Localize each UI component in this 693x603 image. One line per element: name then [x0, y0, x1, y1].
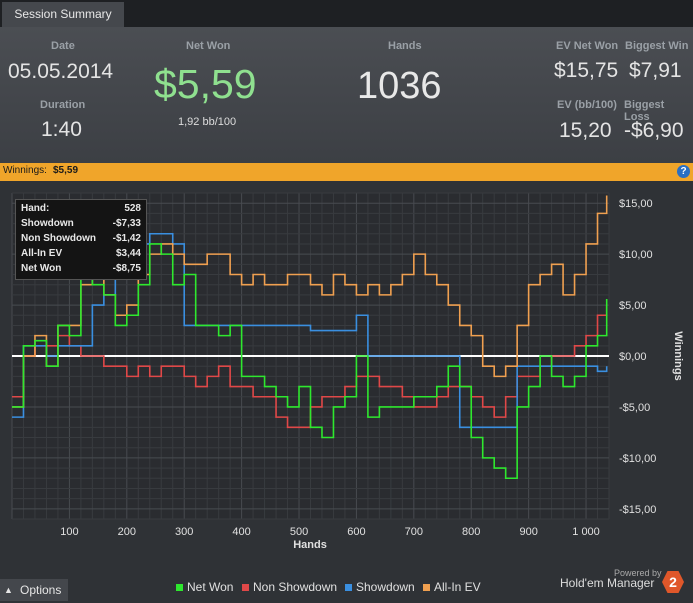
x-tick-label: 400	[232, 526, 250, 538]
tooltip-hand-label: Hand:	[21, 203, 50, 214]
series-lines	[12, 195, 608, 480]
hand-tooltip: Hand: 528 Showdown -$7,33 Non Showdown -…	[15, 199, 147, 280]
options-button[interactable]: ▲ Options	[0, 579, 68, 601]
legend-item-non-showdown: Non Showdown	[253, 580, 338, 594]
footer-bar: ▲ Options Net Won Non Showdown Showdown All…	[0, 568, 693, 603]
holdem-manager-logo-icon: 2	[662, 571, 684, 593]
x-axis-label: Hands	[293, 539, 327, 551]
options-label: Options	[20, 583, 62, 597]
bb100-value: 1,92 bb/100	[178, 116, 237, 128]
tooltip-row-label: Showdown	[21, 218, 74, 229]
date-value: 05.05.2014	[8, 60, 114, 83]
ev-net-won-label: EV Net Won	[556, 40, 619, 52]
ev-bb100-label: EV (bb/100)	[557, 99, 617, 111]
tooltip-hand-value: 528	[124, 203, 141, 214]
tooltip-row-value: $3,44	[115, 248, 141, 259]
x-tick-label: 1 000	[572, 526, 600, 538]
ev-net-won-value: $15,75	[554, 59, 619, 82]
hands-value: 1036	[357, 65, 442, 107]
biggest-loss-label: Biggest Loss	[624, 99, 665, 123]
tooltip-hand-row: Hand: 528	[21, 203, 141, 217]
powered-by-text: Powered by	[614, 568, 662, 578]
tooltip-row: Non Showdown -$1,42	[21, 233, 141, 247]
x-tick-label: 800	[462, 526, 480, 538]
x-tick-label: 300	[175, 526, 193, 538]
hands-label: Hands	[388, 40, 422, 52]
net-won-label: Net Won	[186, 40, 231, 52]
ev-bb100-value: 15,20	[559, 119, 612, 142]
date-label: Date	[51, 40, 75, 52]
series-line-net-won	[12, 243, 608, 480]
winnings-bar: Winnings: $5,59 ?	[0, 163, 693, 181]
help-icon[interactable]: ?	[677, 165, 690, 178]
duration-label: Duration	[40, 99, 86, 111]
y-tick-label: $10,00	[619, 249, 653, 261]
y-tick-label: $0,00	[619, 351, 647, 363]
y-tick-label: -$5,00	[619, 402, 650, 414]
y-tick-label: $15,00	[619, 198, 653, 210]
tooltip-row-label: All-In EV	[21, 248, 63, 259]
tab-session-summary[interactable]: Session Summary	[2, 2, 124, 27]
legend-swatch	[176, 584, 183, 591]
duration-value: 1:40	[41, 118, 82, 141]
tooltip-row-value: -$7,33	[112, 218, 141, 229]
x-tick-labels: 100 200 300 400 500 600 700 800 900 1 000	[60, 526, 600, 538]
legend-item-net-won: Net Won	[187, 580, 234, 594]
series-line-showdown	[12, 232, 608, 429]
y-tick-label: -$10,00	[619, 453, 656, 465]
tab-bar: Session Summary	[0, 0, 693, 27]
winnings-label: Winnings:	[3, 165, 47, 176]
x-tick-label: 700	[405, 526, 423, 538]
x-tick-label: 900	[519, 526, 537, 538]
y-axis-label: Winnings	[672, 331, 684, 380]
chevron-up-icon: ▲	[4, 585, 13, 595]
winnings-value: $5,59	[53, 165, 79, 176]
session-summary-panel: Date 05.05.2014 Duration 1:40 Net Won $5…	[0, 27, 693, 163]
legend-item-all-in-ev: All-In EV	[434, 580, 481, 594]
legend-swatch	[423, 584, 430, 591]
x-tick-label: 200	[118, 526, 136, 538]
tooltip-row-label: Non Showdown	[21, 233, 96, 244]
tooltip-row: Showdown -$7,33	[21, 218, 141, 232]
brand-name: Hold'em Manager	[560, 576, 655, 590]
legend-item-showdown: Showdown	[356, 580, 415, 594]
tooltip-row: All-In EV $3,44	[21, 248, 141, 262]
winnings-chart-area: 100 200 300 400 500 600 700 800 900 1 000 $15,00 $…	[0, 181, 693, 579]
biggest-loss-value: -$6,90	[624, 119, 684, 142]
x-tick-label: 600	[347, 526, 365, 538]
legend-swatch	[345, 584, 352, 591]
y-tick-label: $5,00	[619, 300, 647, 312]
biggest-win-value: $7,91	[629, 59, 682, 82]
biggest-win-label: Biggest Win	[625, 40, 689, 52]
y-tick-label: -$15,00	[619, 504, 656, 516]
net-won-value: $5,59	[154, 61, 257, 107]
x-tick-label: 500	[290, 526, 308, 538]
tooltip-row-label: Net Won	[21, 263, 62, 274]
y-tick-labels: $15,00 $10,00 $5,00 $0,00 -$5,00 -$10,00 -$15,…	[619, 198, 656, 516]
tooltip-row-value: -$8,75	[112, 263, 141, 274]
legend-swatch	[242, 584, 249, 591]
x-tick-label: 100	[60, 526, 78, 538]
tooltip-row-value: -$1,42	[112, 233, 141, 244]
tooltip-row: Net Won -$8,75	[21, 263, 141, 277]
